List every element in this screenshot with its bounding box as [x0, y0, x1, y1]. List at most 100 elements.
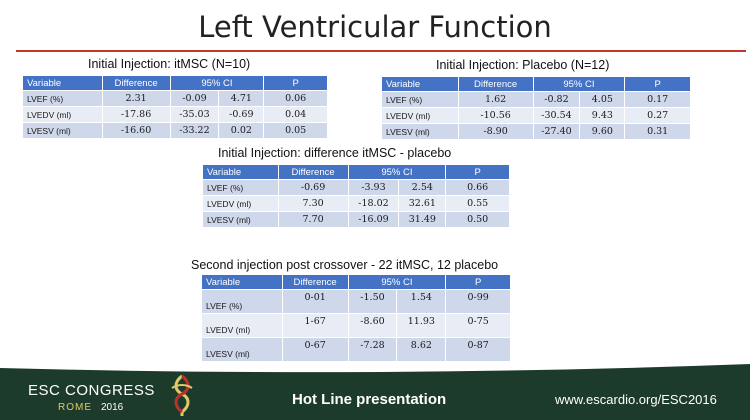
cell-difference: -0.69 — [277, 179, 349, 196]
table-row: LVEDV (ml) 1-67 -8.60 11.93 0-75 — [201, 313, 511, 338]
cell-variable: LVESV (ml) — [381, 123, 459, 140]
cell-variable: LVEDV (ml) — [22, 106, 103, 123]
esc-emblem-icon — [171, 374, 193, 416]
table-caption-difference: Initial Injection: difference itMSC - pl… — [218, 146, 452, 160]
cell-ci-low: -7.28 — [347, 337, 398, 362]
header-difference: Difference — [277, 164, 349, 180]
cell-p: 0.17 — [624, 91, 691, 108]
table-header-row: Variable Difference 95% CI P — [381, 76, 691, 92]
header-difference: Difference — [101, 75, 171, 91]
cell-p: 0.04 — [263, 106, 328, 123]
table-header-row: Variable Difference 95% CI P — [22, 75, 328, 91]
cell-ci-high: 4.71 — [218, 90, 265, 107]
congress-city: ROME — [58, 402, 92, 413]
cell-p: 0.06 — [263, 90, 328, 107]
header-p: P — [445, 274, 511, 290]
cell-variable: LVEDV (ml) — [202, 195, 279, 212]
cell-difference: 1-67 — [281, 313, 349, 338]
table-row: LVESV (ml) -16.60 -33.22 0.02 0.05 — [22, 122, 328, 139]
cell-difference: -17.86 — [101, 106, 171, 123]
cell-variable: LVEF (%) — [201, 289, 283, 314]
table-row: LVEF (%) 2.31 -0.09 4.71 0.06 — [22, 90, 328, 107]
header-difference: Difference — [281, 274, 349, 290]
header-variable: Variable — [22, 75, 103, 91]
cell-ci-low: -18.02 — [347, 195, 400, 212]
header-variable: Variable — [381, 76, 459, 92]
cell-ci-high: 1.54 — [396, 289, 447, 314]
table-row: LVESV (ml) -8.90 -27.40 9.60 0.31 — [381, 123, 691, 140]
table-placebo: Variable Difference 95% CI P LVEF (%) 1.… — [381, 76, 691, 140]
header-ci: 95% CI — [347, 164, 447, 180]
cell-ci-high: 0.02 — [218, 122, 265, 139]
table-crossover: Variable Difference 95% CI P LVEF (%) 0-… — [201, 274, 511, 362]
cell-ci-low: -33.22 — [169, 122, 220, 139]
cell-variable: LVEF (%) — [202, 179, 279, 196]
cell-p: 0.27 — [624, 107, 691, 124]
header-variable: Variable — [202, 164, 279, 180]
cell-ci-low: -1.50 — [347, 289, 398, 314]
table-row: LVEDV (ml) -10.56 -30.54 9.43 0.27 — [381, 107, 691, 124]
cell-ci-high: 11.93 — [396, 313, 447, 338]
cell-p: 0.31 — [624, 123, 691, 140]
cell-p: 0.55 — [445, 195, 510, 212]
cell-difference: 0-01 — [281, 289, 349, 314]
cell-ci-low: -30.54 — [532, 107, 581, 124]
cell-ci-high: 9.60 — [579, 123, 626, 140]
cell-p: 0-87 — [445, 337, 511, 362]
cell-ci-high: 4.05 — [579, 91, 626, 108]
presentation-type: Hot Line presentation — [292, 391, 447, 408]
cell-difference: 7.70 — [277, 211, 349, 228]
website-link[interactable]: www.escardio.org/ESC2016 — [555, 392, 717, 407]
cell-difference: -10.56 — [457, 107, 534, 124]
table-caption-crossover: Second injection post crossover - 22 itM… — [191, 258, 499, 272]
cell-ci-high: 9.43 — [579, 107, 626, 124]
cell-ci-low: -0.09 — [169, 90, 220, 107]
table-difference: Variable Difference 95% CI P LVEF (%) -0… — [202, 164, 510, 228]
cell-ci-low: -8.60 — [347, 313, 398, 338]
header-ci: 95% CI — [347, 274, 447, 290]
cell-difference: -16.60 — [101, 122, 171, 139]
header-p: P — [624, 76, 691, 92]
table-row: LVESV (ml) 0-67 -7.28 8.62 0-87 — [201, 337, 511, 362]
cell-ci-low: -0.82 — [532, 91, 581, 108]
cell-variable: LVESV (ml) — [201, 337, 283, 362]
cell-ci-low: -27.40 — [532, 123, 581, 140]
table-header-row: Variable Difference 95% CI P — [202, 164, 510, 180]
header-ci: 95% CI — [169, 75, 265, 91]
header-p: P — [445, 164, 510, 180]
table-row: LVEDV (ml) 7.30 -18.02 32.61 0.55 — [202, 195, 510, 212]
cell-ci-high: 8.62 — [396, 337, 447, 362]
cell-ci-high: 31.49 — [398, 211, 447, 228]
table-caption-itmsc: Initial Injection: itMSC (N=10) — [88, 57, 251, 71]
cell-ci-low: -16.09 — [347, 211, 400, 228]
table-row: LVEF (%) 1.62 -0.82 4.05 0.17 — [381, 91, 691, 108]
table-caption-placebo: Initial Injection: Placebo (N=12) — [436, 58, 610, 72]
cell-p: 0-75 — [445, 313, 511, 338]
header-variable: Variable — [201, 274, 283, 290]
cell-ci-low: -35.03 — [169, 106, 220, 123]
table-row: LVEF (%) 0-01 -1.50 1.54 0-99 — [201, 289, 511, 314]
cell-variable: LVEDV (ml) — [201, 313, 283, 338]
cell-p: 0-99 — [445, 289, 511, 314]
title-rule — [16, 50, 746, 52]
slide-title: Left Ventricular Function — [198, 10, 552, 44]
cell-variable: LVESV (ml) — [202, 211, 279, 228]
cell-difference: 0-67 — [281, 337, 349, 362]
cell-difference: 7.30 — [277, 195, 349, 212]
cell-p: 0.50 — [445, 211, 510, 228]
footer-band — [0, 373, 750, 420]
congress-name: ESC CONGRESS — [28, 382, 155, 399]
congress-year: 2016 — [101, 402, 124, 413]
cell-variable: LVEF (%) — [381, 91, 459, 108]
cell-difference: -8.90 — [457, 123, 534, 140]
cell-p: 0.05 — [263, 122, 328, 139]
cell-variable: LVESV (ml) — [22, 122, 103, 139]
table-header-row: Variable Difference 95% CI P — [201, 274, 511, 290]
table-row: LVESV (ml) 7.70 -16.09 31.49 0.50 — [202, 211, 510, 228]
table-itmsc: Variable Difference 95% CI P LVEF (%) 2.… — [22, 75, 328, 139]
cell-difference: 2.31 — [101, 90, 171, 107]
header-p: P — [263, 75, 328, 91]
cell-difference: 1.62 — [457, 91, 534, 108]
cell-p: 0.66 — [445, 179, 510, 196]
header-ci: 95% CI — [532, 76, 626, 92]
